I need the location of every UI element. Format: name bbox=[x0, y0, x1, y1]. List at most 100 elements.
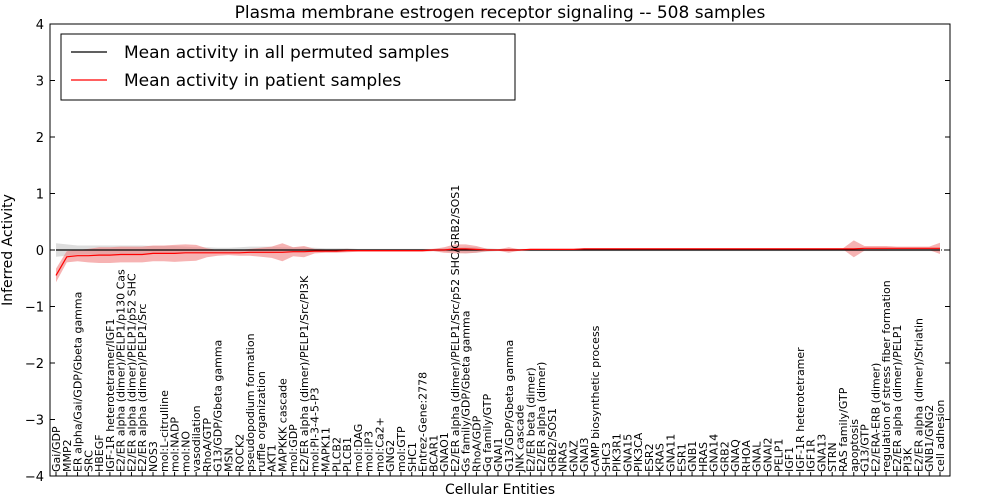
category-label: E2/ERA-ERB (dimer) bbox=[869, 363, 882, 472]
category-label: HRAS bbox=[697, 442, 710, 472]
category-label: RhoA/GTP bbox=[201, 418, 214, 472]
category-label: PIK3R1 bbox=[611, 433, 624, 472]
axes-frame bbox=[49, 23, 951, 477]
category-label: apoptosis bbox=[848, 419, 861, 472]
category-label: MMP2 bbox=[61, 439, 74, 472]
y-tick-label: −4 bbox=[25, 470, 44, 485]
category-label: E2/ER alpha (dimer)/PELP1/p130 Cas bbox=[115, 269, 128, 472]
category-label: GNG2 bbox=[384, 440, 397, 472]
category-label: ROCK2 bbox=[233, 434, 246, 472]
category-label: GNAZ bbox=[567, 440, 580, 472]
category-label: mol:NO bbox=[179, 431, 192, 472]
chart-title: Plasma membrane estrogen receptor signal… bbox=[235, 3, 766, 23]
y-tick-label: 3 bbox=[36, 75, 44, 90]
series-1-line bbox=[55, 247, 940, 276]
category-label: KRAS bbox=[654, 443, 667, 472]
category-label: JNK cascade bbox=[514, 405, 527, 473]
y-tick-label: 4 bbox=[36, 18, 44, 33]
legend: Mean activity in all permuted samples Me… bbox=[60, 33, 516, 101]
category-label: GNA11 bbox=[664, 434, 677, 472]
category-label: IGF1R bbox=[805, 439, 818, 472]
category-label: MSN bbox=[222, 447, 235, 472]
category-label: MAPKKK cascade bbox=[276, 378, 289, 472]
category-label: BCAR1 bbox=[427, 435, 440, 472]
category-label: Gs family/GDP/Gbeta gamma bbox=[460, 311, 473, 472]
category-label: STRN bbox=[826, 442, 839, 472]
category-label: RHOA bbox=[740, 440, 753, 472]
category-label: mol:Ca2+ bbox=[373, 417, 386, 472]
category-label: MAPK11 bbox=[320, 427, 333, 472]
category-label: E2/ER alpha (dimer)/PELP1/Src bbox=[136, 304, 149, 472]
category-label: RAS family/GTP bbox=[837, 387, 850, 472]
category-label: SRC bbox=[82, 450, 95, 472]
y-tick-label: −2 bbox=[25, 357, 44, 372]
category-label: E2/ER beta (dimer) bbox=[524, 367, 537, 472]
category-label: Gai/GDP bbox=[50, 426, 63, 472]
category-label: IGF1 bbox=[783, 447, 796, 472]
category-label: PI3K bbox=[902, 447, 915, 472]
y-tick-label: 2 bbox=[36, 131, 44, 146]
category-label: regulation of stress fiber formation bbox=[880, 280, 893, 472]
y-tick-label: −1 bbox=[25, 301, 44, 316]
category-label: NRAS bbox=[557, 442, 570, 472]
series-1-band bbox=[56, 240, 940, 283]
category-label: Entrez-Gene:2778 bbox=[417, 372, 430, 472]
category-label: ER alpha/Gai/GDP/Gbeta gamma bbox=[72, 292, 85, 472]
category-label: ESR2 bbox=[643, 443, 656, 472]
category-label: GNAI2 bbox=[762, 437, 775, 472]
category-label: cell adhesion bbox=[934, 400, 947, 472]
category-label: E2/ER alpha (dimer)/PELP1/p52 SHC bbox=[125, 273, 138, 472]
category-label: mol:GTP bbox=[395, 426, 408, 472]
category-label: E2/ER alpha (dimer) bbox=[535, 362, 548, 472]
category-label: mol:NADP bbox=[169, 417, 182, 472]
category-label: vasodilation bbox=[190, 405, 203, 472]
y-tick-label: −3 bbox=[25, 414, 44, 429]
x-axis-label: Cellular Entities bbox=[445, 482, 555, 498]
legend-label-patient: Mean activity in patient samples bbox=[124, 71, 401, 91]
category-label: mol:PI-3-4-5-P3 bbox=[309, 387, 322, 472]
category-label: SHC1 bbox=[406, 442, 419, 472]
category-label: E2/ER alpha (dimer)/PELP1/Src/p52 SHC/GR… bbox=[449, 185, 462, 472]
category-label: cAMP biosynthetic process bbox=[589, 325, 602, 472]
y-axis: −4 −3 −2 −1 0 1 2 3 4 bbox=[25, 18, 950, 485]
plot-area bbox=[50, 240, 950, 283]
category-label: GNB1 bbox=[686, 441, 699, 472]
category-label: Gq family/GTP bbox=[481, 393, 494, 472]
category-label: RhoA/GDP bbox=[470, 415, 483, 472]
category-label: mol:DAG bbox=[352, 424, 365, 472]
category-label: GNAO1 bbox=[438, 432, 451, 472]
category-label: GNAI1 bbox=[492, 437, 505, 472]
category-label: GNA13 bbox=[815, 434, 828, 472]
category-label: IGF-1R heterotetramer/IGF1 bbox=[104, 319, 117, 473]
y-tick-label: 1 bbox=[36, 188, 44, 203]
category-label: GNAL bbox=[751, 441, 764, 472]
category-label: ESR1 bbox=[675, 443, 688, 472]
category-label: PLCB1 bbox=[341, 437, 354, 472]
legend-box bbox=[60, 33, 516, 101]
category-label: NOS3 bbox=[147, 441, 160, 472]
category-label: GNA15 bbox=[621, 434, 634, 472]
category-label: GNAQ bbox=[729, 439, 742, 472]
category-label: E2/ER alpha (dimer)/PELP1 bbox=[891, 325, 904, 472]
category-label: ruffle organization bbox=[255, 371, 268, 472]
category-label: HBEGF bbox=[93, 434, 106, 472]
category-label: GRB2 bbox=[718, 441, 731, 472]
category-label: PIK3CA bbox=[632, 432, 645, 472]
y-axis-label: Inferred Activity bbox=[0, 194, 16, 306]
category-label: AKT1 bbox=[266, 444, 279, 472]
category-label: G13/GDP/Gbeta gamma bbox=[503, 340, 516, 472]
category-label: GRB2/SOS1 bbox=[546, 408, 559, 472]
category-label: pseudopodium formation bbox=[244, 333, 257, 472]
legend-label-permuted: Mean activity in all permuted samples bbox=[124, 43, 449, 63]
category-label: E2/ER alpha (dimer)/PELP1/Src/PI3K bbox=[298, 275, 311, 472]
category-label: SHC3 bbox=[600, 442, 613, 472]
category-label: G13/GTP bbox=[859, 424, 872, 472]
category-label: GNB1/GNG2 bbox=[923, 405, 936, 472]
category-label: mol:IP3 bbox=[363, 431, 376, 472]
category-label: mol:L-citrulline bbox=[158, 390, 171, 472]
category-label: mol:GDP bbox=[287, 424, 300, 472]
category-label: PELP1 bbox=[772, 439, 785, 472]
category-label: G13/GDP/Gbeta gamma bbox=[212, 340, 225, 472]
